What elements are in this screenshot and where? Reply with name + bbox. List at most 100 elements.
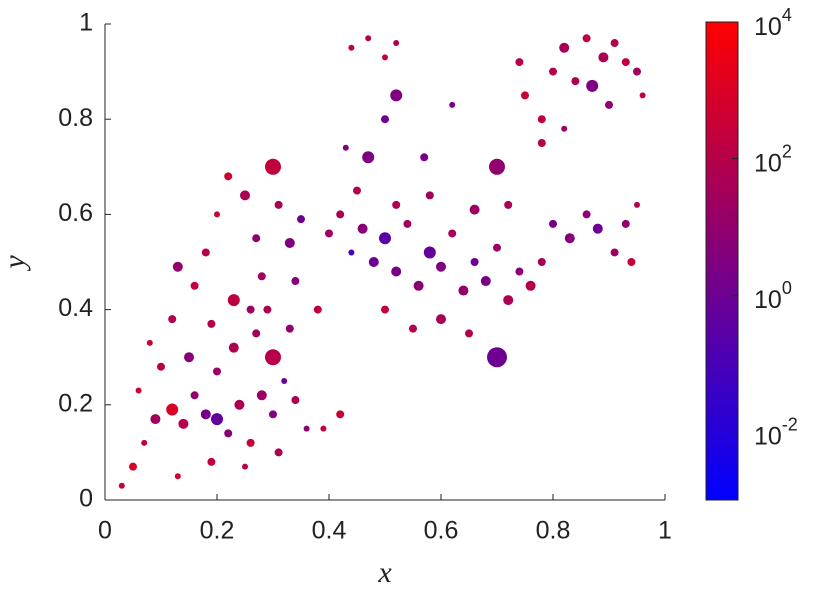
point xyxy=(200,409,211,420)
y-tick-label: 1 xyxy=(79,9,93,37)
point xyxy=(228,342,239,353)
point xyxy=(598,52,609,63)
colorbar-tick-label: 102 xyxy=(754,141,792,177)
point xyxy=(392,200,401,209)
point xyxy=(582,210,591,219)
x-tick-label: 0.4 xyxy=(312,517,347,545)
point xyxy=(336,410,345,419)
point xyxy=(291,396,300,405)
point xyxy=(240,190,250,201)
point xyxy=(448,229,457,238)
point xyxy=(365,35,372,42)
point xyxy=(207,319,216,328)
point xyxy=(135,387,142,394)
point xyxy=(382,54,388,61)
point xyxy=(489,158,505,175)
point xyxy=(390,89,403,102)
x-tick-label: 0.2 xyxy=(200,517,235,545)
point xyxy=(269,410,277,419)
y-tick-label: 0.4 xyxy=(58,294,93,322)
point xyxy=(265,349,281,366)
point xyxy=(381,305,389,314)
colorbar-tick-label: 104 xyxy=(754,5,792,41)
point xyxy=(549,219,557,228)
point xyxy=(242,463,248,470)
point xyxy=(515,267,524,276)
colorbar-tick-label: 10-2 xyxy=(754,414,798,450)
point xyxy=(252,234,261,243)
point xyxy=(458,285,469,296)
point xyxy=(178,418,189,429)
point xyxy=(150,414,161,425)
point xyxy=(639,92,646,99)
point xyxy=(246,305,255,314)
colorbar-tick-base: 10 xyxy=(754,286,782,314)
point xyxy=(621,58,630,67)
point xyxy=(172,261,183,272)
point xyxy=(207,457,216,466)
colorbar-tick-exponent: 4 xyxy=(782,5,792,25)
point xyxy=(146,339,153,346)
point xyxy=(487,347,507,368)
point xyxy=(420,153,429,162)
point xyxy=(190,281,199,290)
point xyxy=(227,294,240,307)
point xyxy=(610,39,619,48)
colorbar-tick-base: 10 xyxy=(754,422,782,450)
colorbar-tick-exponent: 2 xyxy=(782,141,792,161)
point xyxy=(627,258,636,266)
point xyxy=(537,139,546,147)
point xyxy=(157,362,165,371)
point xyxy=(503,295,514,306)
point xyxy=(357,223,368,234)
point xyxy=(368,257,379,267)
point xyxy=(201,248,210,257)
point xyxy=(633,67,641,76)
point xyxy=(634,201,640,208)
x-tick-label: 0.8 xyxy=(536,517,571,545)
point xyxy=(263,305,272,314)
point xyxy=(469,204,480,215)
point xyxy=(610,248,619,257)
point xyxy=(274,448,283,457)
point xyxy=(320,425,327,432)
point xyxy=(592,223,603,234)
point xyxy=(213,367,221,376)
point xyxy=(379,232,391,245)
point xyxy=(342,144,349,151)
point xyxy=(436,314,446,325)
point xyxy=(234,399,245,410)
point xyxy=(281,378,288,384)
point xyxy=(525,280,536,291)
point xyxy=(190,391,199,400)
point xyxy=(214,211,220,218)
point xyxy=(274,200,283,209)
point xyxy=(362,151,375,164)
colorbar-tick-base: 10 xyxy=(754,149,782,177)
point xyxy=(564,233,575,244)
point xyxy=(449,101,456,108)
point xyxy=(129,462,137,471)
x-axis-label: x xyxy=(377,556,392,589)
point xyxy=(336,210,345,219)
point xyxy=(571,77,580,86)
y-tick-label: 0.2 xyxy=(58,389,93,417)
point xyxy=(381,115,389,124)
point xyxy=(393,40,400,47)
point xyxy=(285,324,294,333)
y-axis-label: y xyxy=(0,255,31,272)
point xyxy=(549,67,557,76)
point xyxy=(504,200,513,209)
colorbar-tick-exponent: -2 xyxy=(782,414,798,434)
point xyxy=(168,315,177,324)
point xyxy=(480,276,491,287)
point xyxy=(325,229,333,238)
point xyxy=(291,277,300,286)
point xyxy=(521,91,529,100)
point xyxy=(493,243,501,252)
point xyxy=(537,258,546,266)
point xyxy=(118,482,125,489)
point xyxy=(348,44,355,51)
point xyxy=(348,249,355,256)
